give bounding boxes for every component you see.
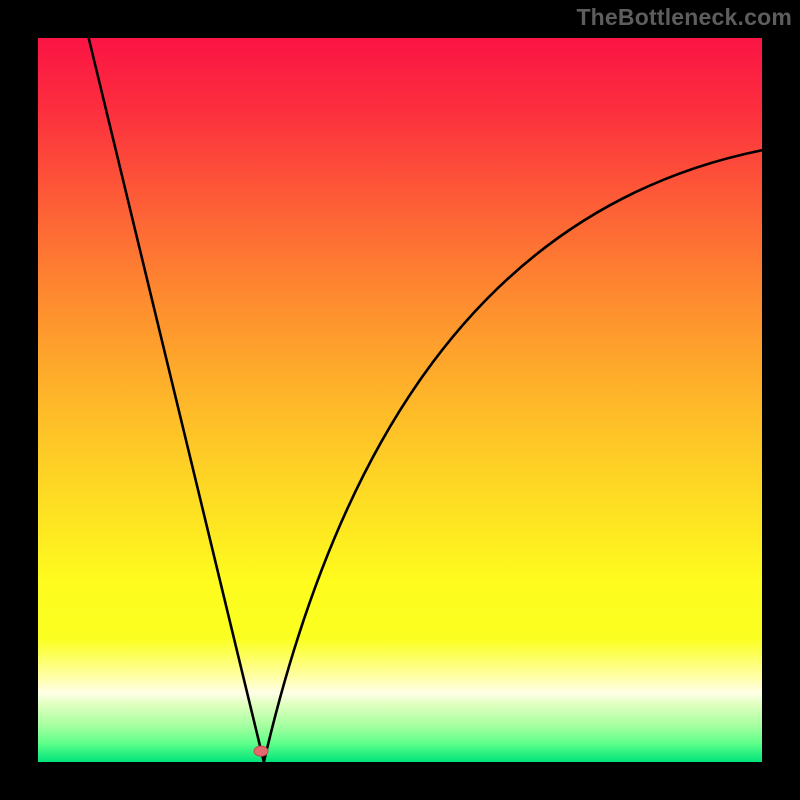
chart-frame: TheBottleneck.com [0,0,800,800]
plot-background [0,0,800,800]
plot-rect [38,38,762,762]
watermark-text: TheBottleneck.com [576,4,792,31]
